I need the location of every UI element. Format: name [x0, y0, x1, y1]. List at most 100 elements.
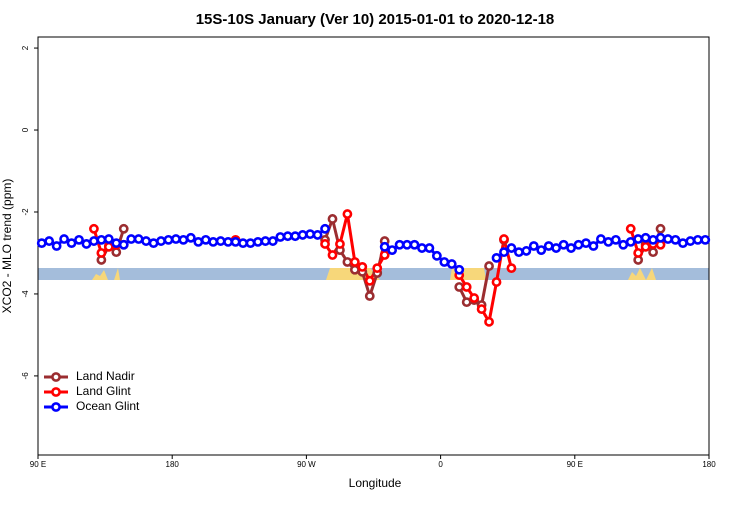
data-point [700, 234, 711, 245]
data-point [558, 239, 569, 250]
data-point [305, 229, 316, 240]
data-point [499, 247, 509, 258]
data-point [312, 230, 323, 240]
data-point [327, 250, 338, 260]
x-tick-label: 90 W [297, 460, 316, 469]
data-point [59, 234, 69, 244]
data-point [625, 223, 636, 234]
data-point [103, 241, 114, 252]
data-point [364, 291, 375, 301]
data-point [51, 241, 62, 251]
legend-marker [51, 372, 61, 382]
data-point [133, 234, 144, 244]
chart-title: 15S-10S January (Ver 10) 2015-01-01 to 2… [196, 11, 555, 28]
y-tick-label: 0 [21, 127, 30, 132]
data-point [111, 238, 122, 249]
data-point [89, 223, 99, 234]
y-axis-label: XCO2 - MLO trend (ppm) [0, 179, 14, 314]
data-point [581, 238, 591, 249]
data-point [118, 223, 129, 234]
data-point [409, 239, 420, 250]
data-point [297, 230, 308, 240]
data-point [364, 275, 375, 286]
land-shape [628, 268, 656, 280]
data-point [89, 236, 99, 246]
data-point [506, 243, 517, 253]
data-point [454, 282, 465, 292]
data-point [223, 237, 234, 247]
data-point [357, 261, 368, 272]
data-point [185, 232, 196, 243]
data-point [126, 234, 137, 244]
data-point [588, 241, 599, 251]
legend-label: Land Glint [76, 384, 131, 398]
data-point [439, 257, 450, 267]
data-point [66, 238, 77, 249]
data-point [484, 261, 494, 271]
data-point [342, 257, 353, 267]
data-point [171, 234, 181, 244]
legend-label: Land Nadir [76, 369, 135, 383]
data-point [670, 234, 681, 245]
data-point [230, 237, 241, 247]
data-point [663, 234, 673, 244]
data-point [103, 234, 114, 244]
data-point [193, 237, 204, 247]
data-point [618, 239, 629, 250]
data-point [506, 263, 517, 274]
data-point [633, 234, 644, 244]
data-point [469, 293, 480, 303]
data-point [678, 238, 688, 249]
data-point [267, 236, 278, 246]
data-point [685, 236, 696, 246]
x-tick-label: 90 E [30, 460, 46, 469]
legend-label: Ocean Glint [76, 399, 140, 413]
data-point [148, 238, 159, 249]
y-tick-label: -4 [21, 290, 30, 298]
data-point [260, 236, 271, 246]
data-point [342, 209, 353, 219]
legend-marker [51, 402, 61, 412]
data-point [573, 239, 584, 250]
data-point [290, 231, 301, 242]
data-point [640, 241, 651, 252]
data-point [238, 238, 248, 249]
data-point [349, 257, 360, 267]
data-point [372, 263, 383, 274]
data-point [640, 232, 651, 243]
data-point [476, 304, 487, 315]
data-point [513, 247, 524, 258]
y-tick-label: 2 [21, 45, 30, 50]
data-point [349, 264, 360, 275]
data-point [74, 234, 84, 245]
data-point [655, 232, 666, 243]
x-tick-label: 180 [702, 460, 716, 469]
data-point [320, 223, 330, 234]
data-point [566, 243, 576, 253]
land-shape [92, 268, 120, 280]
y-tick-label: -6 [21, 372, 30, 380]
data-point [499, 234, 509, 244]
data-point [394, 239, 405, 250]
data-point [655, 223, 666, 234]
data-point [528, 241, 539, 251]
data-point [141, 236, 152, 246]
data-point [625, 237, 636, 247]
data-point [81, 239, 92, 249]
data-point [431, 250, 442, 261]
data-point [163, 234, 174, 245]
data-point [461, 297, 472, 308]
data-point [335, 239, 345, 249]
data-point [245, 238, 256, 249]
data-point [208, 237, 219, 247]
data-point [36, 238, 47, 249]
data-point [648, 234, 658, 245]
data-point [275, 232, 286, 242]
x-tick-label: 0 [438, 460, 443, 469]
data-point [595, 234, 606, 244]
data-point [446, 259, 457, 269]
data-point [402, 239, 412, 250]
data-point [156, 236, 166, 246]
data-point [96, 248, 107, 258]
